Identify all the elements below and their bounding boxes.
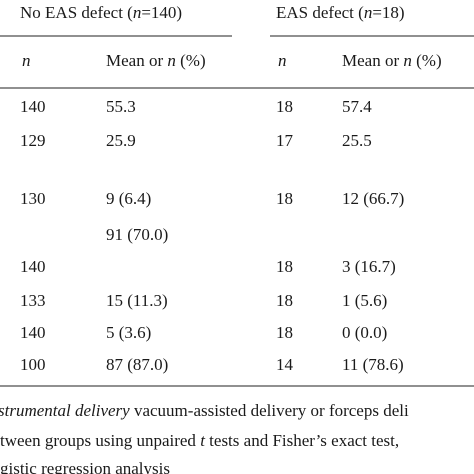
group-header: EAS defect (n=18) [276, 3, 405, 22]
table-cell: 14 [276, 355, 294, 374]
table-cell: 17 [276, 131, 294, 150]
table-cell: 3 (16.7) [342, 257, 396, 276]
table-cell: 0 (0.0) [342, 323, 387, 342]
table-cell: 18 [276, 257, 293, 276]
text-part: No EAS defect ( [20, 3, 133, 22]
text-part: n [133, 3, 142, 22]
text-part: n [364, 3, 373, 22]
text-part: n [22, 51, 31, 70]
table-cell: 91 (70.0) [106, 225, 168, 244]
column-header: n [22, 51, 31, 70]
table-cell: 133 [20, 291, 46, 310]
text-part: (%) [412, 51, 442, 70]
text-part: n [167, 51, 176, 70]
table-cell: 9 (6.4) [106, 189, 151, 208]
group-header: No EAS defect (n=140) [20, 3, 182, 22]
table-cell: 18 [276, 291, 293, 310]
table-cell: 1 (5.6) [342, 291, 387, 310]
table-cell: 100 [20, 355, 46, 374]
footnote: gistic regression analysis [0, 459, 170, 474]
text-part: gistic regression analysis [0, 459, 170, 474]
table-cell: 140 [20, 257, 46, 276]
column-header: Mean or n (%) [106, 51, 206, 70]
table-cell: 18 [276, 97, 293, 116]
footnote: strumental delivery vacuum-assisted deli… [0, 401, 409, 420]
text-part: EAS defect ( [276, 3, 364, 22]
text-part: n [403, 51, 412, 70]
text-part: tween groups using unpaired [0, 431, 200, 450]
text-part: vacuum-assisted delivery or forceps deli [130, 401, 409, 420]
table-cell: 57.4 [342, 97, 372, 116]
footnote: tween groups using unpaired t tests and … [0, 431, 399, 450]
table-cell: 140 [20, 97, 46, 116]
table-cell: 5 (3.6) [106, 323, 151, 342]
table-cell: 25.9 [106, 131, 136, 150]
table-cell: 11 (78.6) [342, 355, 404, 374]
table-cell: 87 (87.0) [106, 355, 168, 374]
text-part: strumental delivery [0, 401, 130, 420]
column-header: Mean or n (%) [342, 51, 442, 70]
text-part: n [278, 51, 287, 70]
text-part: tests and Fisher’s exact test, [205, 431, 399, 450]
table-cell: 55.3 [106, 97, 136, 116]
table-cell: 129 [20, 131, 46, 150]
table-cell: 18 [276, 189, 293, 208]
text-part: t [200, 431, 206, 450]
table-cell: 140 [20, 323, 46, 342]
text-part: (%) [176, 51, 206, 70]
text-part: Mean or [342, 51, 403, 70]
column-header: n [278, 51, 287, 70]
table-cell: 15 (11.3) [106, 291, 168, 310]
table-cell: 25.5 [342, 131, 372, 150]
table-cell: 18 [276, 323, 293, 342]
text-part: Mean or [106, 51, 167, 70]
table-cell: 130 [20, 189, 46, 208]
table-cell: 12 (66.7) [342, 189, 404, 208]
text-part: =140) [141, 3, 182, 22]
text-part: =18) [372, 3, 404, 22]
